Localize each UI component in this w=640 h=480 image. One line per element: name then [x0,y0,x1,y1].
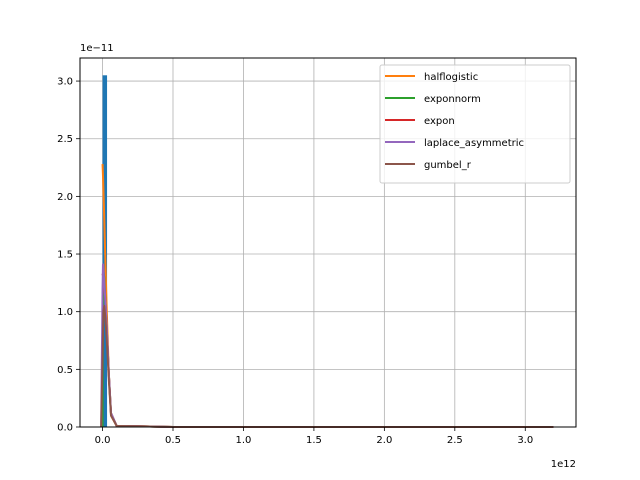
x-tick-label-6: 3.0 [517,435,533,446]
y-tick-label-4: 2.0 [57,192,73,203]
y-tick-label-2: 1.0 [57,307,73,318]
legend-label-halflogistic: halflogistic [424,72,478,83]
x-tick-label-4: 2.0 [376,435,392,446]
x-tick-label-2: 1.0 [236,435,252,446]
x-tick-label-1: 0.5 [165,435,181,446]
x-tick-label-0: 0.0 [95,435,111,446]
legend: halflogistic exponnorm expon laplace_asymme… [379,64,571,184]
legend-label-expon: expon [424,116,455,127]
y-tick-label-0: 0.0 [57,423,73,434]
x-offset-label: 1e12 [551,459,576,470]
y-tick-label-6: 3.0 [57,77,73,88]
legend-label-exponnorm: exponnorm [424,94,481,105]
y-tick-label-5: 2.5 [57,134,73,145]
x-tick-label-3: 1.5 [306,435,322,446]
plot-frame [79,57,577,428]
y-tick-label-1: 0.5 [57,365,73,376]
legend-label-gumbel_r: gumbel_r [424,160,472,171]
legend-box [379,64,571,184]
y-tick-label-3: 1.5 [57,250,73,261]
x-axis: 0.0 0.5 1.0 1.5 2.0 2.5 3.0 [95,427,533,446]
y-offset-label: 1e−11 [80,43,114,54]
x-tick-label-5: 2.5 [447,435,463,446]
y-axis: 0.0 0.5 1.0 1.5 2.0 2.5 3.0 [57,77,80,434]
legend-label-laplace_asymmetric: laplace_asymmetric [424,138,524,149]
